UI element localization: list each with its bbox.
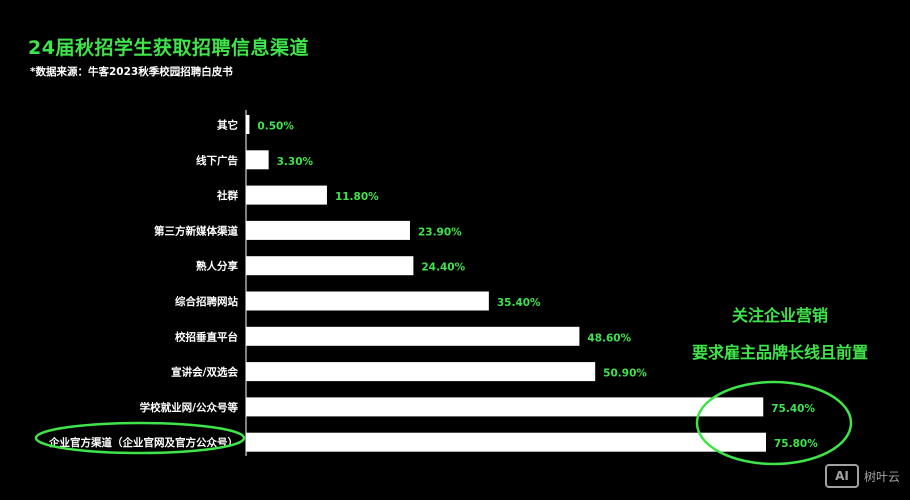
watermark-text: 树叶云 xyxy=(863,469,900,484)
value-label-10: 75.80% xyxy=(774,438,818,450)
bar-6 xyxy=(246,291,489,311)
callout-line-2: 要求雇主品牌长线且前置 xyxy=(691,343,868,362)
value-label-1: 0.50% xyxy=(257,121,294,133)
highlight-ellipse-label xyxy=(34,421,246,455)
bar-4 xyxy=(246,220,410,240)
value-label-7: 48.60% xyxy=(587,332,631,344)
chart-title: 24届秋招学生获取招聘信息渠道 xyxy=(28,37,309,59)
watermark: AI 树叶云 xyxy=(824,464,900,488)
value-label-3: 11.80% xyxy=(335,191,379,203)
value-label-8: 50.90% xyxy=(603,368,647,380)
category-label-7: 校招垂直平台 xyxy=(175,330,238,343)
category-label-3: 社群 xyxy=(216,189,238,202)
bar-5 xyxy=(246,256,414,276)
bar-3 xyxy=(246,185,327,205)
bar-9 xyxy=(246,397,764,417)
category-label-1: 其它 xyxy=(217,119,238,132)
value-label-5: 24.40% xyxy=(421,262,465,274)
bar-1 xyxy=(246,115,250,134)
highlight-ellipse-values xyxy=(695,380,853,466)
bar-10 xyxy=(246,432,766,452)
bar-8 xyxy=(246,362,596,382)
category-label-8: 宣讲会/双选会 xyxy=(171,366,238,379)
category-label-2: 线下广告 xyxy=(196,154,238,167)
category-label-4: 第三方新媒体渠道 xyxy=(154,224,238,237)
callout-line-1: 关注企业营销 xyxy=(731,306,828,325)
category-label-5: 熟人分享 xyxy=(196,260,238,273)
value-label-6: 35.40% xyxy=(497,297,541,309)
value-label-2: 3.30% xyxy=(277,156,314,168)
category-label-9: 学校就业网/公众号等 xyxy=(140,401,239,414)
value-label-4: 23.90% xyxy=(418,226,462,238)
bar-2 xyxy=(246,150,269,170)
category-label-10: 企业官方渠道（企业官网及官方公众号） xyxy=(48,436,238,449)
value-label-9: 75.40% xyxy=(771,403,815,415)
bar-7 xyxy=(246,326,580,346)
data-source-note: *数据来源：牛客2023秋季校园招聘白皮书 xyxy=(30,66,233,78)
watermark-logo-icon: AI xyxy=(824,464,859,488)
category-label-6: 综合招聘网站 xyxy=(175,295,238,308)
